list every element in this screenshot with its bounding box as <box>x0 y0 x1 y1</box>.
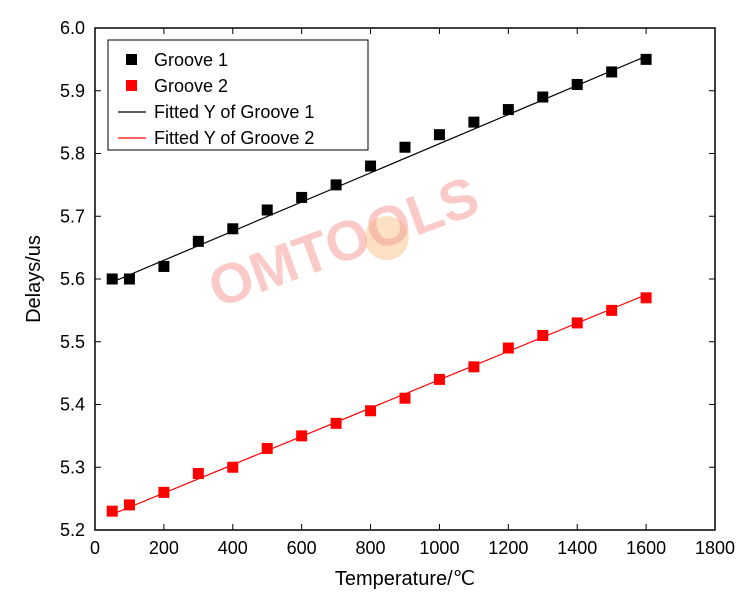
data-marker <box>400 142 410 152</box>
legend-marker-icon <box>126 54 137 65</box>
data-marker <box>193 469 203 479</box>
y-axis-label: Delays/us <box>23 235 45 323</box>
y-tick-label: 5.5 <box>60 332 85 352</box>
data-marker <box>331 180 341 190</box>
legend-label: Groove 1 <box>154 50 228 70</box>
data-marker <box>366 161 376 171</box>
data-marker <box>262 443 272 453</box>
data-marker <box>159 261 169 271</box>
chart-svg: OMTOOLS020040060080010001200140016001800… <box>0 0 753 602</box>
data-marker <box>469 117 479 127</box>
data-marker <box>503 343 513 353</box>
y-tick-label: 5.7 <box>60 206 85 226</box>
data-marker <box>297 431 307 441</box>
y-tick-label: 5.9 <box>60 81 85 101</box>
x-tick-label: 600 <box>287 538 317 558</box>
y-tick-label: 6.0 <box>60 18 85 38</box>
data-marker <box>607 67 617 77</box>
legend-label: Groove 2 <box>154 76 228 96</box>
chart-container: OMTOOLS020040060080010001200140016001800… <box>0 0 753 602</box>
data-marker <box>641 293 651 303</box>
x-tick-label: 800 <box>356 538 386 558</box>
data-marker <box>228 462 238 472</box>
data-marker <box>159 487 169 497</box>
y-tick-label: 5.2 <box>60 520 85 540</box>
data-marker <box>538 92 548 102</box>
data-marker <box>262 205 272 215</box>
x-tick-label: 1600 <box>626 538 666 558</box>
x-tick-label: 1800 <box>695 538 735 558</box>
data-marker <box>228 224 238 234</box>
x-axis-label: Temperature/℃ <box>335 568 475 590</box>
data-marker <box>538 330 548 340</box>
legend-label: Fitted Y of Groove 1 <box>154 102 314 122</box>
data-marker <box>434 130 444 140</box>
data-marker <box>297 192 307 202</box>
data-marker <box>572 79 582 89</box>
x-tick-label: 1400 <box>557 538 597 558</box>
x-tick-label: 200 <box>149 538 179 558</box>
legend-label: Fitted Y of Groove 2 <box>154 128 314 148</box>
data-marker <box>503 105 513 115</box>
data-marker <box>331 418 341 428</box>
data-marker <box>641 54 651 64</box>
data-marker <box>107 274 117 284</box>
x-tick-label: 0 <box>90 538 100 558</box>
x-tick-label: 1200 <box>488 538 528 558</box>
y-tick-label: 5.3 <box>60 457 85 477</box>
y-tick-label: 5.6 <box>60 269 85 289</box>
data-marker <box>469 362 479 372</box>
data-marker <box>107 506 117 516</box>
data-marker <box>124 500 134 510</box>
y-tick-label: 5.4 <box>60 395 85 415</box>
x-tick-label: 1000 <box>419 538 459 558</box>
x-tick-label: 400 <box>218 538 248 558</box>
legend-marker-icon <box>126 80 137 91</box>
data-marker <box>366 406 376 416</box>
data-marker <box>193 236 203 246</box>
y-tick-label: 5.8 <box>60 144 85 164</box>
data-marker <box>607 305 617 315</box>
data-marker <box>434 374 444 384</box>
data-marker <box>400 393 410 403</box>
data-marker <box>572 318 582 328</box>
data-marker <box>124 274 134 284</box>
